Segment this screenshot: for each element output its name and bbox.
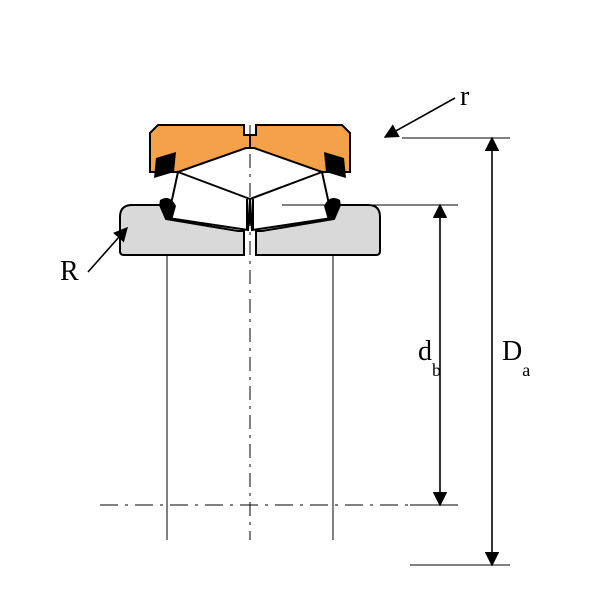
label-Da: Da	[502, 336, 530, 380]
bearing-diagram: r Rdb Da	[0, 0, 600, 600]
label-db: db	[418, 336, 441, 380]
leader-r	[385, 98, 455, 137]
label-r: r	[460, 81, 470, 112]
label-R: R	[60, 256, 79, 287]
